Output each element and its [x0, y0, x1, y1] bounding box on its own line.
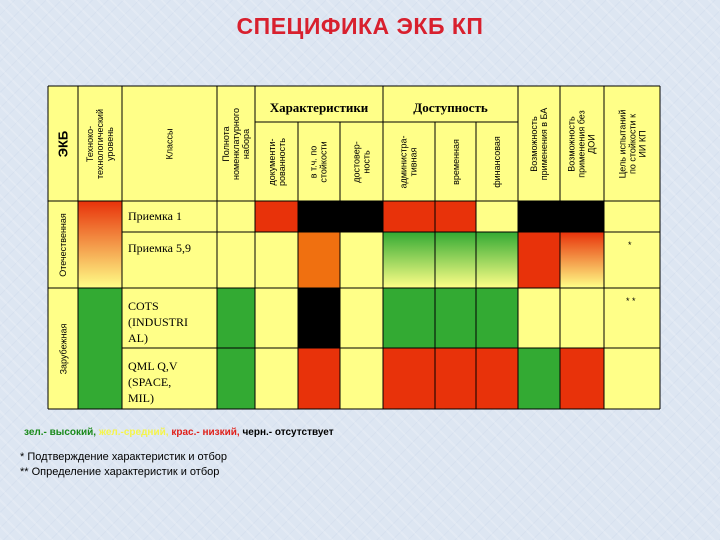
- col-header-tech-level: Техноко- технологический уровень: [85, 108, 115, 179]
- cell-r3-c2: [217, 348, 255, 409]
- col-header-ekb: ЭКБ: [55, 130, 70, 157]
- legend: зел.- высокий, жел.-средний, крас.- низк…: [24, 427, 334, 438]
- cell-r1-c11: [604, 232, 660, 288]
- cell-r1-c5: [340, 232, 383, 288]
- cell-r2-c2: [217, 288, 255, 348]
- col-header-incl-resistance: в т.ч. по стойкости: [309, 140, 329, 183]
- cell-r3-c7: [435, 348, 476, 409]
- cell-r2-c4: [298, 288, 340, 348]
- cell-r0-c11: [604, 201, 660, 232]
- group-header-availability: Доступность: [413, 100, 488, 115]
- legend-yellow: жел.-средний,: [98, 427, 169, 438]
- row-label-priemka-5-9: Приемка 5,9: [128, 241, 191, 255]
- cell-r0-c2: [217, 201, 255, 232]
- col-header-use-no-doi: Возможность применения без ДОИ: [567, 109, 597, 178]
- cell-r2-c5: [340, 288, 383, 348]
- note-asterisk: *: [628, 240, 632, 250]
- cell-r2-c3: [255, 288, 298, 348]
- cell-tech-foreign: [78, 288, 122, 409]
- row-label-qml: QML Q,V (SPACE, MIL): [128, 359, 178, 405]
- cell-r0-c7: [435, 201, 476, 232]
- legend-green: зел.- высокий,: [24, 427, 97, 438]
- cell-r2-c7: [435, 288, 476, 348]
- cell-r1-c6: [383, 232, 435, 288]
- cell-r2-c10: [560, 288, 604, 348]
- cell-r3-c8: [476, 348, 518, 409]
- col-header-reliability: достовер- ность: [351, 140, 372, 183]
- row-label-cots: COTS (INDUSTRI AL): [128, 299, 188, 345]
- cell-r1-c7: [435, 232, 476, 288]
- cell-r0-c5: [340, 201, 383, 232]
- cell-r0-c9: [518, 201, 560, 232]
- cell-r3-c9: [518, 348, 560, 409]
- cell-r1-c10: [560, 232, 604, 288]
- cell-r3-c4: [298, 348, 340, 409]
- col-header-completeness: Полнота номенклатурного набора: [221, 107, 251, 180]
- cell-tech-domestic: [78, 201, 122, 288]
- cell-r0-c4: [298, 201, 340, 232]
- cell-r1-c4: [298, 232, 340, 288]
- cell-r0-c6: [383, 201, 435, 232]
- cell-r3-c10: [560, 348, 604, 409]
- cell-r0-c3: [255, 201, 298, 232]
- cell-r0-c10: [560, 201, 604, 232]
- col-header-temporal: временная: [450, 138, 461, 185]
- cell-r2-c9: [518, 288, 560, 348]
- row-label-priemka-1: Приемка 1: [128, 209, 182, 223]
- cell-r3-c6: [383, 348, 435, 409]
- legend-red: крас.- низкий,: [171, 427, 240, 438]
- cell-r2-c6: [383, 288, 435, 348]
- group-header-characteristics: Характеристики: [269, 100, 369, 115]
- col-header-financial: финансовая: [492, 135, 503, 188]
- row-group-foreign: Зарубежная: [58, 323, 68, 374]
- col-header-classes: Классы: [164, 128, 175, 159]
- cell-r1-c3: [255, 232, 298, 288]
- cell-r1-c9: [518, 232, 560, 288]
- page-title: СПЕЦИФИКА ЭКБ КП: [236, 13, 484, 39]
- col-header-test-goals: Цель испытаний по стойкости к ИИ КП: [617, 109, 648, 178]
- row-group-domestic: Отечественная: [58, 212, 68, 277]
- cell-r3-c11: [604, 348, 660, 409]
- col-header-documented: документи- рованность: [266, 137, 287, 186]
- cell-r3-c3: [255, 348, 298, 409]
- cell-r2-c11: [604, 288, 660, 348]
- cell-r0-c8: [476, 201, 518, 232]
- col-header-use-ba: Возможность применения в БА: [529, 107, 550, 180]
- cell-r1-c8: [476, 232, 518, 288]
- legend-black: черн.- отсутствует: [242, 427, 334, 438]
- cell-r2-c8: [476, 288, 518, 348]
- cell-r3-c5: [340, 348, 383, 409]
- footnote-1: * Подтверждение характеристик и отбор: [20, 451, 227, 463]
- cell-r1-c2: [217, 232, 255, 288]
- col-header-administrative: администра- тивная: [399, 134, 420, 189]
- footnote-2: ** Определение характеристик и отбор: [20, 466, 220, 478]
- note-double-asterisk: * *: [626, 296, 636, 306]
